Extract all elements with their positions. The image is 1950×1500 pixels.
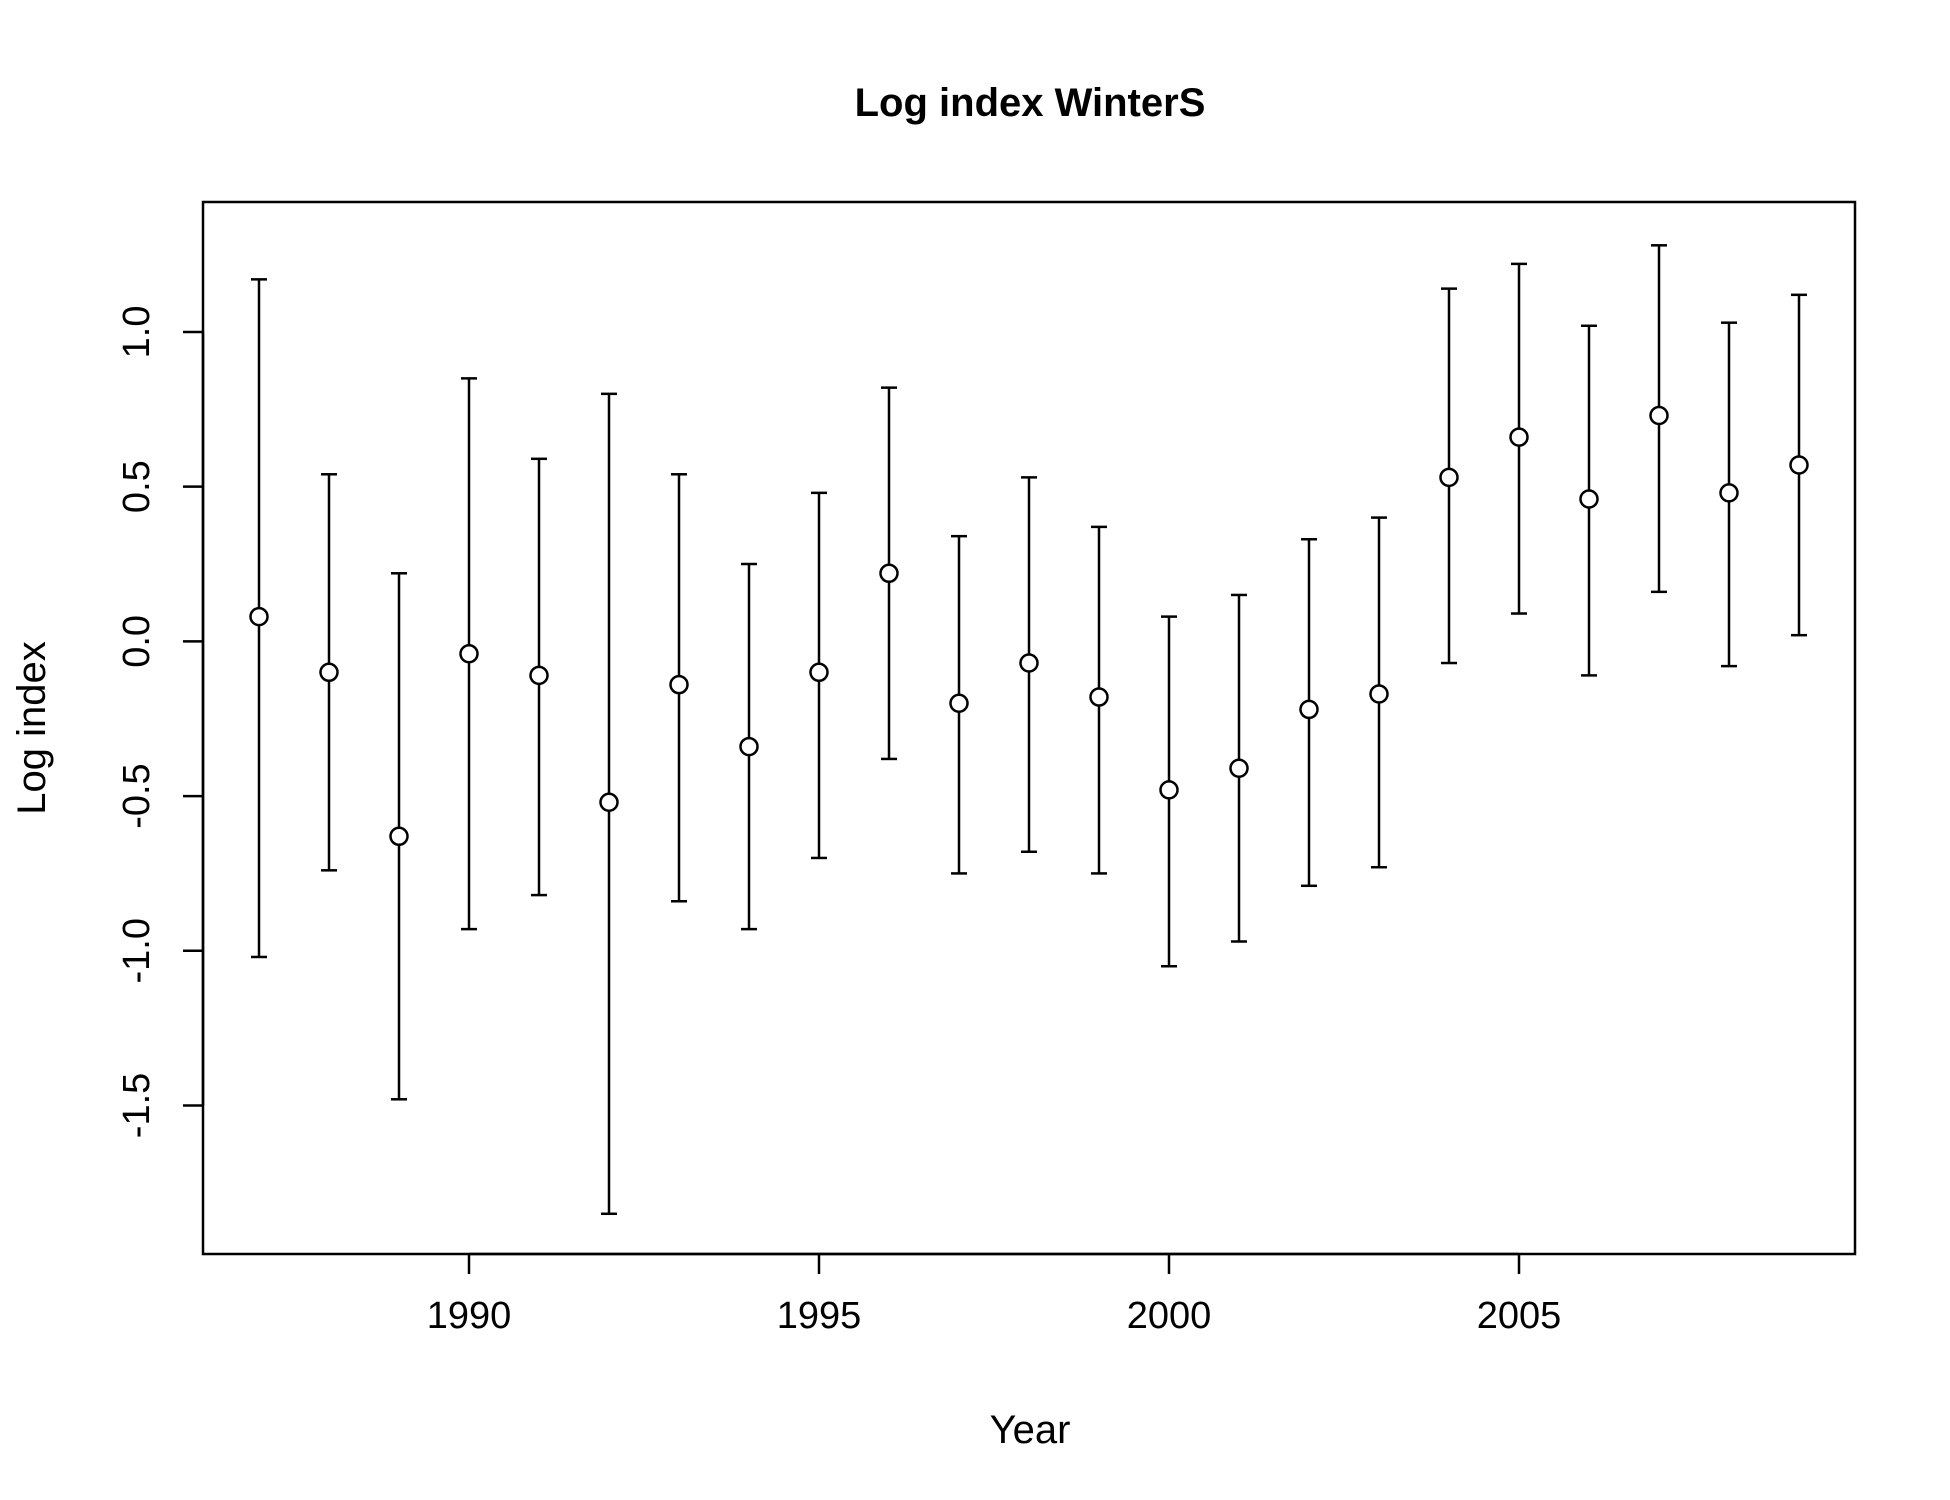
error-bars: [251, 244, 1807, 1216]
y-tick-label: -0.5: [116, 763, 158, 828]
data-point: [1229, 758, 1249, 778]
data-point: [1579, 489, 1599, 509]
y-tick-label: 0.5: [116, 460, 158, 513]
data-point: [1019, 653, 1039, 673]
data-point: [1159, 780, 1179, 800]
data-points: [249, 405, 1809, 847]
data-point: [599, 792, 619, 813]
data-point: [1719, 483, 1739, 503]
data-point: [1369, 684, 1389, 704]
data-point: [669, 674, 689, 695]
x-tick-label: 2005: [1477, 1295, 1562, 1337]
data-point: [1439, 467, 1459, 488]
y-tick-label: -1.0: [116, 918, 158, 983]
x-tick-label: 1990: [427, 1295, 512, 1337]
data-point: [1649, 405, 1669, 426]
y-tick-label: -1.5: [116, 1073, 158, 1138]
data-point: [1789, 455, 1809, 475]
data-point: [319, 662, 339, 683]
data-point: [1299, 699, 1319, 720]
x-tick-label: 1995: [777, 1295, 862, 1337]
data-point: [529, 665, 549, 686]
data-point: [1089, 687, 1109, 707]
y-tick-label: 0.0: [116, 615, 158, 668]
data-point: [389, 826, 409, 847]
data-point: [949, 693, 969, 713]
chart-title: Log index WinterS: [855, 81, 1206, 125]
y-tick-label: 1.0: [116, 306, 158, 359]
x-tick-label: 2000: [1127, 1295, 1212, 1337]
data-point: [459, 643, 479, 664]
data-point: [809, 662, 829, 683]
y-axis-label: Log index: [10, 641, 54, 814]
data-point: [1509, 427, 1529, 447]
y-axis: -1.5 -1.0 -0.5 0.0 0.5 1.0: [116, 306, 205, 1138]
x-axis: 1990 1995 2000 2005: [427, 1252, 1562, 1337]
data-point: [249, 606, 269, 627]
data-point: [879, 563, 899, 584]
x-axis-label: Year: [990, 1408, 1071, 1452]
data-point: [739, 736, 759, 757]
